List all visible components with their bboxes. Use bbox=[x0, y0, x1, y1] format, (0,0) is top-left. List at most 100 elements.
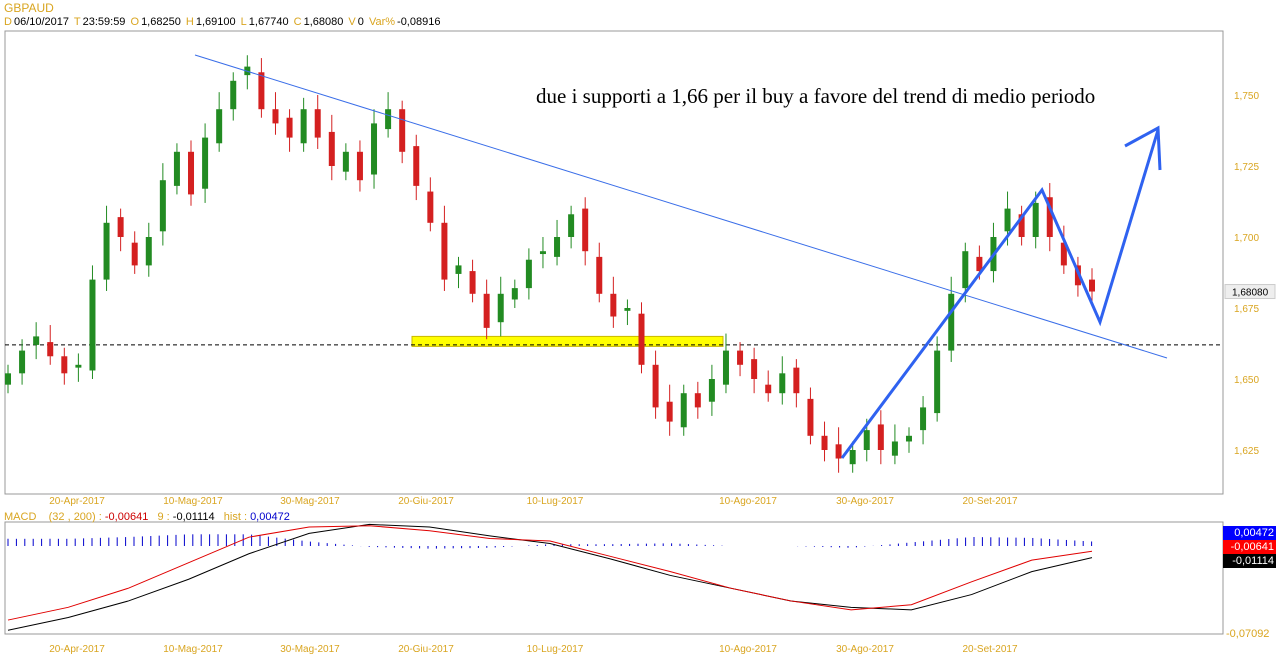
candle-down bbox=[638, 313, 645, 365]
candle-down bbox=[117, 217, 124, 237]
candle-down bbox=[666, 401, 673, 422]
volume-value: 0 bbox=[357, 16, 364, 28]
volume-label: V bbox=[348, 16, 356, 28]
last-price-label: 1,68080 bbox=[1232, 288, 1269, 299]
macd-value: -0,00641 bbox=[104, 511, 149, 523]
candle-up bbox=[849, 450, 856, 465]
candle-down bbox=[131, 242, 138, 266]
candle-down bbox=[61, 356, 68, 374]
chart-annotation: due i supporti a 1,66 per il buy a favor… bbox=[536, 84, 1096, 108]
candle-down bbox=[596, 256, 603, 294]
candle-up bbox=[539, 251, 546, 255]
price-tick-label: 1,675 bbox=[1234, 304, 1259, 315]
candle-down bbox=[610, 293, 617, 317]
date-label: 30-Ago-2017 bbox=[836, 496, 894, 507]
date-label: 20-Apr-2017 bbox=[49, 496, 105, 507]
candle-down bbox=[821, 435, 828, 450]
candle-up bbox=[89, 279, 96, 371]
candle-down bbox=[258, 72, 265, 110]
projection-arrow bbox=[840, 129, 1160, 459]
candle-down bbox=[441, 222, 448, 280]
var-value: -0,08916 bbox=[397, 16, 441, 28]
candle-down bbox=[1060, 242, 1067, 266]
candle-down bbox=[807, 398, 814, 436]
candle-up bbox=[145, 237, 152, 266]
candle-down bbox=[877, 424, 884, 450]
price-tick-label: 1,625 bbox=[1234, 446, 1259, 457]
candle-up bbox=[385, 109, 392, 130]
date-label: 20-Set-2017 bbox=[962, 644, 1017, 655]
date-label: 30-Mag-2017 bbox=[280, 496, 340, 507]
candle-up bbox=[1004, 208, 1011, 232]
candle-up bbox=[779, 373, 786, 394]
trendline bbox=[194, 54, 1168, 359]
candle-up bbox=[371, 123, 378, 175]
candle-up bbox=[173, 151, 180, 186]
candle-up bbox=[905, 435, 912, 442]
time-label: T bbox=[73, 16, 81, 28]
candle-down bbox=[314, 109, 321, 138]
candle-up bbox=[5, 373, 11, 385]
date-label: 20-Apr-2017 bbox=[49, 644, 105, 655]
date-label: 10-Mag-2017 bbox=[163, 496, 223, 507]
candle-up bbox=[554, 237, 561, 257]
date-label: 10-Ago-2017 bbox=[719, 496, 777, 507]
candle-up bbox=[103, 222, 110, 280]
candle-down bbox=[413, 146, 420, 186]
hist-label: hist : bbox=[223, 511, 247, 523]
high-value: 1,69100 bbox=[195, 16, 236, 28]
macd-axis-bottom: -0,07092 bbox=[1226, 628, 1270, 640]
last-price-box bbox=[1224, 284, 1276, 300]
candle-down bbox=[427, 191, 434, 223]
candle-down bbox=[1089, 279, 1095, 292]
close-value: 1,68080 bbox=[303, 16, 344, 28]
var-label: Var% bbox=[368, 16, 396, 28]
open-value: 1,68250 bbox=[141, 16, 181, 28]
date-label: 10-Mag-2017 bbox=[163, 644, 223, 655]
candle-down bbox=[272, 109, 279, 124]
date-label: D bbox=[4, 16, 12, 28]
price-tick-label: 1,750 bbox=[1234, 91, 1259, 102]
candle-up bbox=[891, 441, 898, 456]
low-value: 1,67740 bbox=[248, 16, 289, 28]
macd-legend: MACD (32 , 200) : -0,00641 9 : -0,01114 … bbox=[4, 511, 290, 523]
candle-up bbox=[708, 379, 715, 402]
candle-down bbox=[976, 256, 983, 272]
arrow-head-icon bbox=[1124, 125, 1162, 171]
candle-down bbox=[694, 393, 701, 408]
candle-up bbox=[1032, 202, 1039, 237]
candle-up bbox=[33, 336, 40, 345]
candle-down bbox=[737, 350, 744, 365]
candle-up bbox=[202, 137, 209, 189]
ohlc-readout: D 06/10/2017 T 23:59:59 O 1,68250 H 1,69100 … bbox=[4, 16, 442, 28]
macd-line bbox=[7, 525, 1093, 621]
date-label: 20-Set-2017 bbox=[962, 496, 1017, 507]
candle-up bbox=[230, 80, 237, 110]
candle-up bbox=[722, 350, 729, 385]
candle-down bbox=[328, 131, 335, 166]
candle-up bbox=[455, 265, 462, 274]
macd-badge: -0,00641 bbox=[1223, 540, 1276, 554]
candle-down bbox=[469, 271, 476, 294]
price-tick-label: 1,650 bbox=[1234, 375, 1259, 386]
candle-up bbox=[75, 364, 82, 368]
low-label: L bbox=[240, 16, 247, 28]
candle-down bbox=[483, 293, 490, 328]
signal-badge: -0,01114 bbox=[1223, 554, 1276, 568]
candle-up bbox=[948, 293, 955, 351]
candle-up bbox=[568, 214, 575, 237]
date-label: 10-Ago-2017 bbox=[719, 644, 777, 655]
signal-line bbox=[7, 523, 1093, 631]
candle-down bbox=[399, 109, 406, 152]
candle-up bbox=[511, 288, 518, 300]
close-label: C bbox=[293, 16, 302, 28]
date-label: 10-Lug-2017 bbox=[527, 644, 584, 655]
price-tick-label: 1,700 bbox=[1234, 233, 1259, 244]
candle-down bbox=[751, 359, 758, 379]
price-tick-label: 1,725 bbox=[1234, 162, 1259, 173]
time-value: 23:59:59 bbox=[82, 16, 126, 28]
date-label: 20-Giu-2017 bbox=[398, 644, 454, 655]
date-label: 30-Mag-2017 bbox=[280, 644, 340, 655]
candle-down bbox=[765, 384, 772, 394]
